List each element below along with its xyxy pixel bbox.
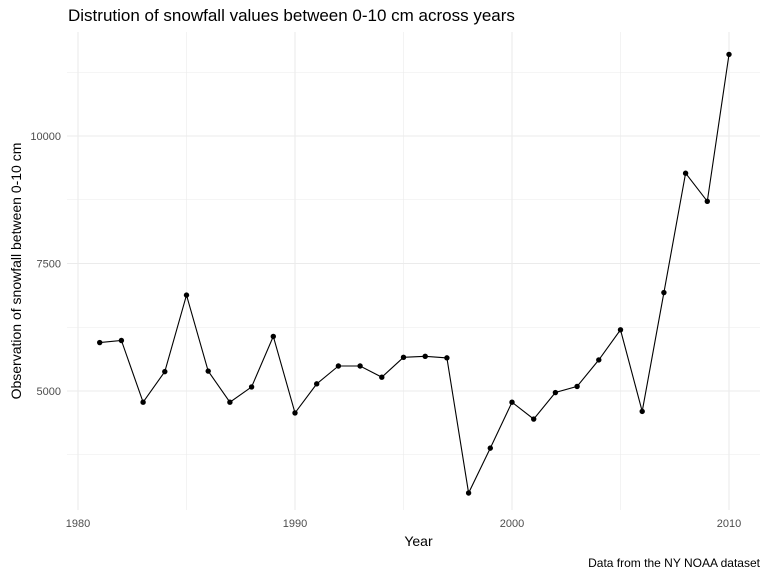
data-point xyxy=(704,198,710,204)
data-point xyxy=(270,333,276,340)
data-point xyxy=(118,337,125,344)
y-tick-label: 7500 xyxy=(37,259,61,271)
data-point xyxy=(682,170,689,176)
data-point xyxy=(509,399,515,405)
chart-caption: Data from the NY NOAA dataset xyxy=(588,556,760,570)
data-point xyxy=(205,368,211,374)
axis-tick-labels: 1980 1990 2000 2010 5000 7500 10000 xyxy=(30,131,741,530)
x-axis-label: Year xyxy=(404,533,433,549)
y-axis-label: Observation of snowfall between 0-10 cm xyxy=(8,142,24,400)
x-tick-label: 2000 xyxy=(500,518,524,530)
data-point xyxy=(357,363,363,369)
x-tick-label: 1980 xyxy=(66,518,90,530)
data-series xyxy=(97,51,732,496)
data-point xyxy=(162,368,168,375)
data-point xyxy=(140,399,146,405)
y-tick-label: 5000 xyxy=(37,386,61,398)
data-point xyxy=(444,355,450,361)
grid-lines xyxy=(67,32,760,510)
data-point xyxy=(292,410,298,416)
data-point xyxy=(400,354,407,361)
series-line xyxy=(99,54,730,495)
data-point xyxy=(183,292,190,298)
chart-title: Distrution of snowfall values between 0-… xyxy=(68,6,515,25)
data-point xyxy=(379,374,385,380)
data-point xyxy=(487,445,493,451)
data-point xyxy=(552,389,559,396)
data-point xyxy=(248,384,255,390)
x-tick-label: 1990 xyxy=(283,518,307,530)
data-point xyxy=(314,381,320,387)
data-point xyxy=(335,363,342,369)
data-point xyxy=(465,490,472,496)
data-point xyxy=(617,327,624,333)
data-point xyxy=(661,289,667,296)
data-point xyxy=(422,353,428,360)
data-point xyxy=(726,51,732,58)
data-point xyxy=(596,357,602,363)
data-point xyxy=(574,383,580,390)
data-point xyxy=(227,399,233,405)
data-point xyxy=(531,416,537,422)
y-tick-label: 10000 xyxy=(30,131,61,143)
x-tick-label: 2010 xyxy=(717,518,741,530)
data-point xyxy=(97,339,103,346)
data-point xyxy=(639,408,645,415)
